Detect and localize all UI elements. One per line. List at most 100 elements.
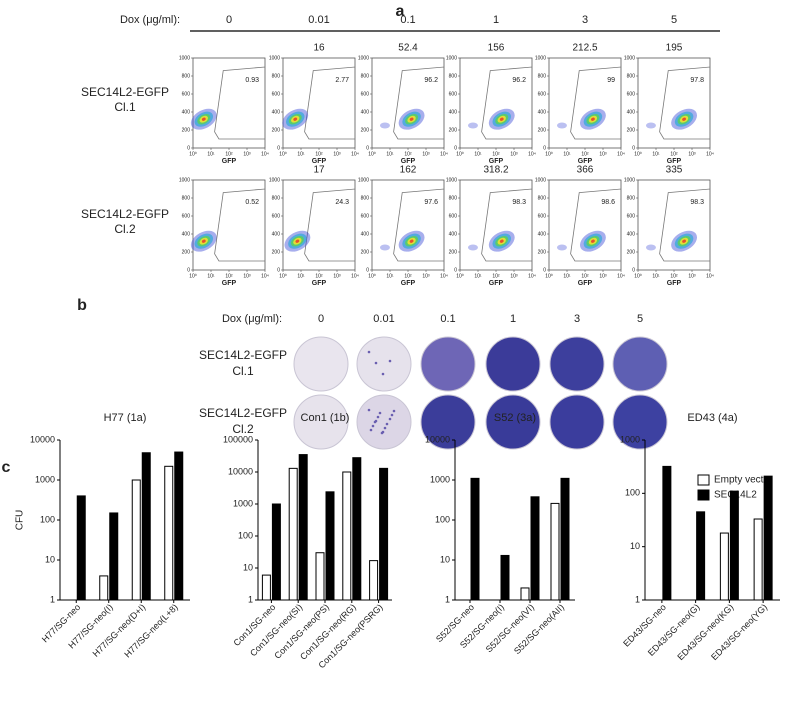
flow-plot: 10⁰ 10¹ 10² 10³ 10⁴ xyxy=(189,57,269,157)
colony xyxy=(376,415,380,419)
gate xyxy=(570,66,622,140)
density-tail xyxy=(379,244,390,251)
plot-frame xyxy=(459,57,533,149)
flow-plot: 10⁰ 10¹ 10² 10³ 10⁴ xyxy=(456,179,536,279)
plot-frame xyxy=(371,179,445,271)
y-tick-label: 10 xyxy=(243,562,253,572)
x-tick-label: 10⁰ xyxy=(634,273,642,279)
y-tick-label: 200 xyxy=(272,249,281,255)
bar xyxy=(550,502,560,601)
gate-percent: 96.2 xyxy=(424,77,438,84)
y-tick-label: 0 xyxy=(187,145,190,151)
y-tick-label: 600 xyxy=(538,213,547,219)
gate-percent: 2.77 xyxy=(335,77,349,84)
chart-title: S52 (3a) xyxy=(494,412,536,424)
colony xyxy=(392,409,396,413)
density-cloud xyxy=(499,239,504,243)
y-tick-label: 200 xyxy=(361,127,370,133)
y-tick-label: 200 xyxy=(449,249,458,255)
y-tick-label: 400 xyxy=(272,231,281,237)
x-tick-label: 10² xyxy=(670,151,678,157)
plot-frame xyxy=(192,57,266,149)
plot-frame xyxy=(282,57,356,149)
bar xyxy=(164,465,174,601)
gate xyxy=(481,188,533,262)
dose-label: 3 xyxy=(582,14,588,26)
y-tick-label: 100000 xyxy=(223,434,253,444)
gate xyxy=(214,66,266,140)
plot-frame xyxy=(459,179,533,271)
plot-frame xyxy=(637,179,711,271)
gate-percent: 0.52 xyxy=(245,199,259,206)
y-tick-label: 10000 xyxy=(30,434,55,444)
x-tick-label: 10² xyxy=(492,273,500,279)
x-tick-label: 10⁴ xyxy=(440,273,448,279)
y-tick-label: 400 xyxy=(449,109,458,115)
row-name: SEC14L2-EGFP xyxy=(81,85,169,99)
y-tick-label: 100 xyxy=(625,488,640,498)
flow-plot: 10⁰ 10¹ 10² 10³ 10⁴ xyxy=(368,57,448,157)
y-tick-label: 0 xyxy=(454,267,457,273)
x-tick-label: 10⁴ xyxy=(617,151,625,157)
y-tick-label: 400 xyxy=(361,231,370,237)
y-tick-label: 1000 xyxy=(269,177,280,183)
x-tick-label: 10³ xyxy=(599,151,607,157)
y-tick-label: 800 xyxy=(272,73,281,79)
x-tick-label: 10² xyxy=(315,273,323,279)
x-tick-label: 10¹ xyxy=(297,151,305,157)
colony xyxy=(374,361,378,365)
plot-frame xyxy=(637,57,711,149)
colony xyxy=(371,424,375,428)
x-axis-label: GFP xyxy=(222,280,237,287)
y-tick-label: 1000 xyxy=(358,55,369,61)
x-tick-label: 10⁰ xyxy=(279,273,287,279)
row-name: Cl.2 xyxy=(232,422,254,436)
y-tick-label: 800 xyxy=(182,195,191,201)
gate xyxy=(659,188,711,262)
flow-plot: 10⁰ 10¹ 10² 10³ 10⁴ xyxy=(545,57,625,157)
bar xyxy=(76,495,86,601)
bar xyxy=(342,471,352,601)
y-tick-label: 0 xyxy=(277,267,280,273)
flow-plot: 10⁰ 10¹ 10² 10³ 10⁴ xyxy=(279,57,359,157)
y-tick-label: 10 xyxy=(440,554,450,564)
bar xyxy=(719,532,729,601)
dose-label: 0 xyxy=(318,313,324,325)
chart-title: Con1 (1b) xyxy=(301,412,350,424)
y-tick-label: 0 xyxy=(632,267,635,273)
y-tick-label: 200 xyxy=(627,249,636,255)
y-tick-label: 600 xyxy=(538,91,547,97)
y-tick-label: 0 xyxy=(454,145,457,151)
bar xyxy=(109,512,119,601)
x-tick-label: 10⁴ xyxy=(706,273,714,279)
y-tick-label: 400 xyxy=(449,231,458,237)
x-tick-label: 10¹ xyxy=(652,273,660,279)
colony xyxy=(388,359,392,363)
plate xyxy=(420,336,476,392)
x-tick-label: 10² xyxy=(404,273,412,279)
bar xyxy=(325,491,335,601)
density-tail xyxy=(467,244,478,251)
x-tick-label: 10⁰ xyxy=(368,151,376,157)
x-tick-label: 10³ xyxy=(688,151,696,157)
dose-label: 5 xyxy=(671,14,677,26)
dose-label: 1 xyxy=(510,313,516,325)
x-tick-label: 10⁴ xyxy=(351,273,359,279)
density-cloud xyxy=(682,239,686,243)
y-tick-label: 400 xyxy=(182,231,191,237)
flow-plot: 10⁰ 10¹ 10² 10³ 10⁴ xyxy=(634,179,714,279)
y-tick-label: 1000 xyxy=(269,55,280,61)
x-tick-label: 10⁰ xyxy=(189,273,197,279)
mfi-value: 16 xyxy=(313,43,325,54)
density-cloud xyxy=(409,239,414,243)
row-name: Cl.1 xyxy=(232,364,254,378)
bar xyxy=(298,454,308,601)
gate xyxy=(304,66,356,140)
y-tick-label: 600 xyxy=(182,213,191,219)
y-tick-label: 600 xyxy=(272,213,281,219)
x-tick-label: 10³ xyxy=(243,273,251,279)
colony xyxy=(385,422,389,426)
y-tick-label: 600 xyxy=(627,213,636,219)
y-tick-label: 200 xyxy=(182,249,191,255)
plate xyxy=(549,336,605,392)
